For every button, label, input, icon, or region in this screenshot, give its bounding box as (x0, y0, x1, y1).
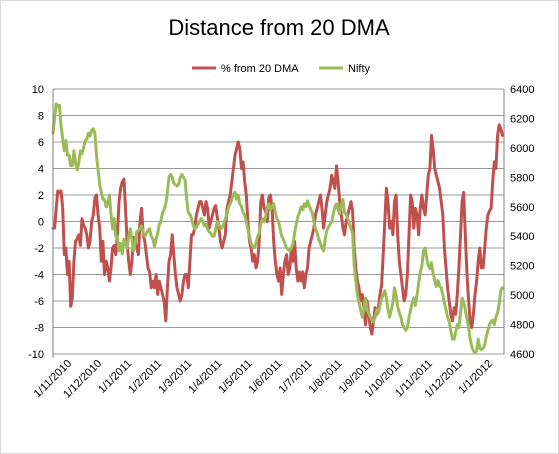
right-axis-tick-label: 5200 (510, 261, 534, 273)
left-axis-tick-label: 6 (38, 137, 44, 149)
x-axis-tick-labels: 1/11/20101/12/20101/1/20111/2/20111/3/20… (32, 358, 495, 401)
right-axis-tick-label: 6400 (510, 84, 534, 96)
left-axis-tick-label: -4 (34, 270, 44, 282)
legend-label-nifty: Nifty (348, 63, 371, 75)
gridlines (53, 88, 504, 355)
right-axis-tick-label: 5400 (510, 231, 534, 243)
left-axis-tick-label: -2 (34, 243, 44, 255)
series-line-nifty (51, 102, 504, 354)
right-axis-tick-label: 4600 (510, 349, 534, 361)
left-axis-tick-label: 10 (32, 84, 44, 96)
legend-label-pct-from-20dma: % from 20 DMA (221, 63, 299, 75)
left-axis-tick-label: 2 (38, 190, 44, 202)
left-axis-tick-label: 4 (38, 164, 44, 176)
left-axis-tick-label: -10 (28, 349, 44, 361)
series-layer (51, 102, 504, 354)
legend: % from 20 DMA Nifty (192, 63, 371, 75)
right-axis-tick-label: 6000 (510, 143, 534, 155)
left-axis-tick-labels: 10 8 6 4 2 0 -2 -4 -6 -8 -10 (28, 84, 44, 361)
left-axis-tick-label: -6 (34, 296, 44, 308)
series-line-pct-from-20dma (51, 123, 504, 336)
right-axis-tick-label: 5600 (510, 202, 534, 214)
right-axis-tick-labels: 6400 6200 6000 5800 5600 5400 5200 5000 4800 4600 (510, 84, 534, 361)
right-axis-tick-label: 5800 (510, 172, 534, 184)
right-axis-tick-label: 6200 (510, 113, 534, 125)
chart-title: Distance from 20 DMA (168, 15, 390, 40)
right-axis-tick-label: 5000 (510, 290, 534, 302)
right-axis-tick-label: 4800 (510, 320, 534, 332)
left-axis-tick-label: 8 (38, 111, 44, 123)
left-axis-tick-label: -8 (34, 323, 44, 335)
left-axis-tick-label: 0 (38, 217, 44, 229)
